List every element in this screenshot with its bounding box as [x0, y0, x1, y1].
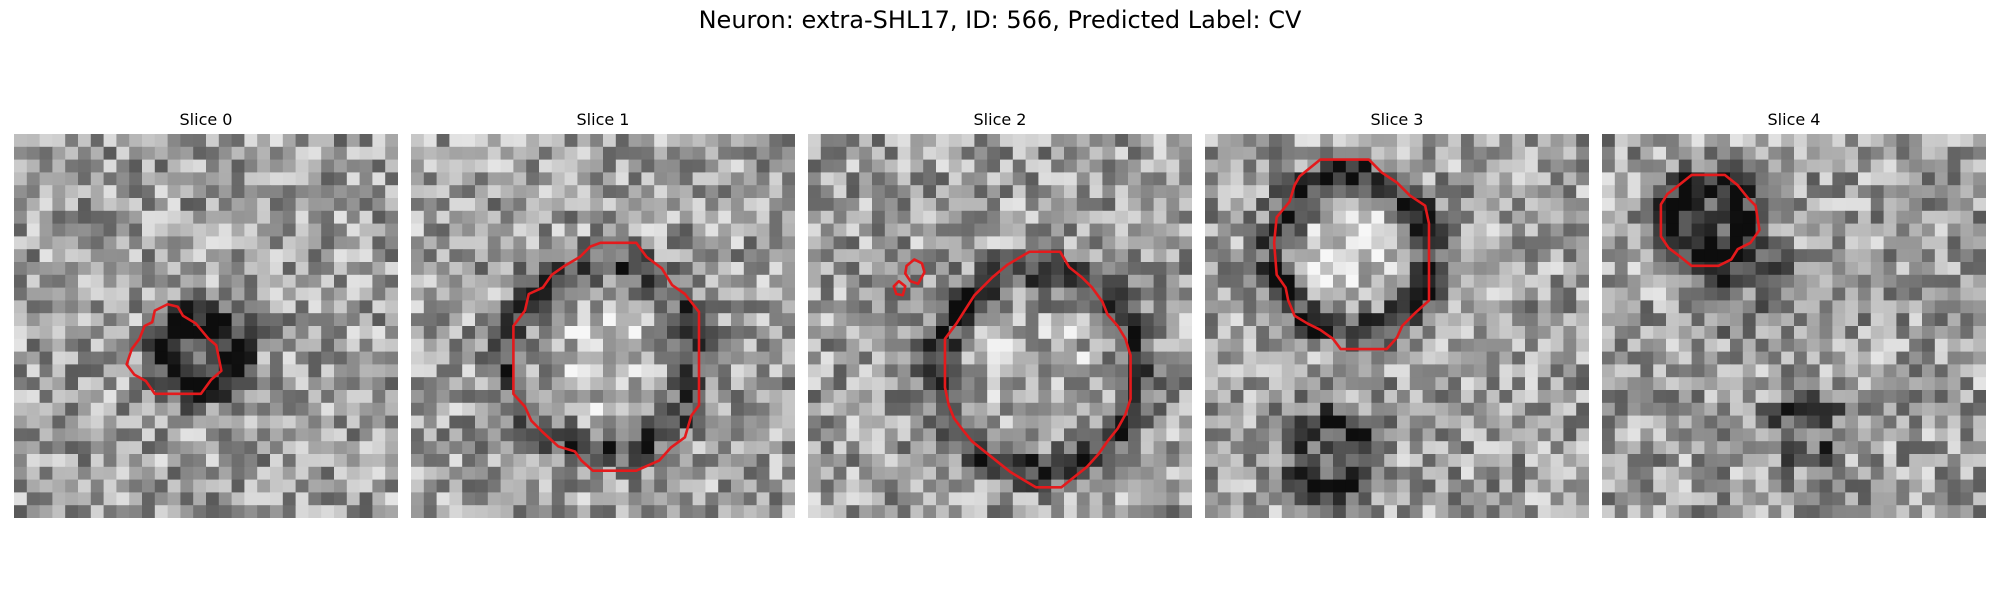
image-pixels — [14, 134, 398, 518]
slice-image-0 — [14, 134, 398, 518]
contour-outline-0 — [125, 302, 223, 396]
image-pixels — [411, 134, 795, 518]
image-pixels — [1205, 134, 1589, 518]
image-pixels — [808, 134, 1192, 518]
slice-title-1: Slice 1 — [576, 110, 630, 129]
slice-4-canvas — [1602, 134, 1986, 518]
slice-image-1 — [411, 134, 795, 518]
contour-outline-0 — [1659, 173, 1761, 268]
slice-1-canvas — [411, 134, 795, 518]
slice-image-4 — [1602, 134, 1986, 518]
image-pixels — [1602, 134, 1986, 518]
slice-0-canvas — [14, 134, 398, 518]
contour-outline-0 — [512, 241, 701, 472]
slice-3-canvas — [1205, 134, 1589, 518]
figure-title: Neuron: extra-SHL17, ID: 566, Predicted … — [698, 6, 1302, 34]
contour-outline-0 — [1272, 158, 1431, 351]
contour-outline-1 — [903, 258, 926, 286]
contour-outline-2 — [892, 279, 907, 297]
slice-title-0: Slice 0 — [179, 110, 233, 129]
slice-2-canvas — [808, 134, 1192, 518]
slice-title-4: Slice 4 — [1767, 110, 1821, 129]
contour-outline-0 — [943, 250, 1132, 489]
slice-image-3 — [1205, 134, 1589, 518]
slice-image-2 — [808, 134, 1192, 518]
slice-title-2: Slice 2 — [973, 110, 1027, 129]
slice-title-3: Slice 3 — [1370, 110, 1424, 129]
